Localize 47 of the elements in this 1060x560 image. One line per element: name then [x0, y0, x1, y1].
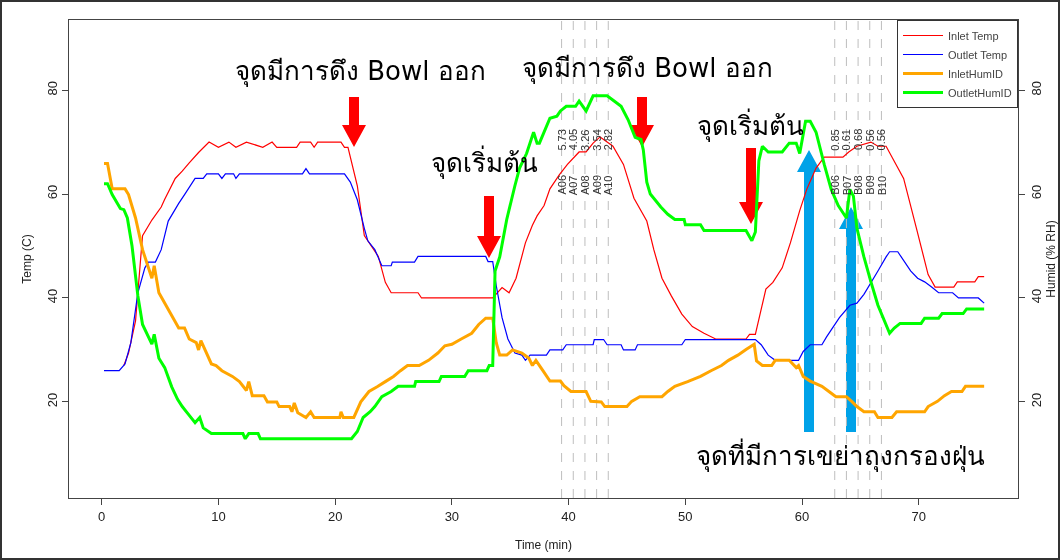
ref-line-label: B10 — [875, 175, 888, 196]
annotation: จุดมีการดึง Bowl ออก — [235, 56, 486, 87]
legend-label: OutletHumID — [948, 86, 1012, 99]
x-tick-label: 10 — [211, 508, 226, 524]
x-tick-label: 40 — [561, 508, 576, 524]
x-tick-label: 70 — [911, 508, 927, 524]
annotation: 5.73 — [555, 129, 568, 151]
y-tick-label: 40 — [44, 288, 60, 304]
x-tick-label: 0 — [98, 508, 106, 524]
y-axis-title: Temp (C) — [20, 234, 35, 284]
y2-axis-title: Humid (% RH) — [1044, 220, 1058, 298]
annotation: 3.26 — [578, 129, 591, 151]
annotation: 0.61 — [840, 129, 853, 151]
x-tick-label: 50 — [678, 508, 693, 524]
y2-tick-label: 20 — [1028, 392, 1044, 408]
ref-line-label: A06 — [555, 174, 568, 195]
legend-label: Outlet Temp — [948, 48, 1008, 61]
annotation: จุดมีการดึง Bowl ออก — [522, 53, 773, 84]
ref-line-label: B06 — [828, 175, 841, 195]
ref-line-label: A08 — [579, 175, 592, 195]
y-tick-label: 80 — [44, 80, 60, 96]
annotation: 2.82 — [602, 128, 615, 151]
x-tick-label: 30 — [444, 508, 460, 524]
ref-line-label: A09 — [590, 174, 603, 195]
annotation: จุดเริ่มต้น — [697, 108, 804, 142]
ref-line-label: A10 — [602, 175, 615, 196]
y2-tick-label: 80 — [1028, 80, 1044, 96]
ref-line-label: B08 — [852, 175, 865, 195]
annotation: จุดที่มีการเขย่าถุงกรองฝุ่น — [696, 438, 985, 472]
legend-label: Inlet Temp — [948, 29, 999, 42]
ref-line-label: B09 — [863, 175, 876, 195]
x-axis-title: Time (min) — [515, 538, 572, 553]
x-tick-label: 60 — [794, 508, 810, 524]
ref-line-label: B07 — [840, 175, 853, 196]
y2-tick-label: 40 — [1028, 288, 1044, 304]
y-tick-label: 60 — [44, 184, 60, 200]
annotation: 0.56 — [863, 129, 876, 151]
annotation: 0.68 — [852, 128, 865, 151]
annotation: 3.54 — [590, 129, 603, 151]
annotation: 4.05 — [567, 128, 580, 151]
y-tick-label: 20 — [44, 392, 60, 408]
annotation: 0.85 — [828, 129, 841, 151]
y2-tick-label: 60 — [1028, 184, 1044, 200]
ref-line-label: A07 — [567, 175, 580, 196]
legend-label: InletHumID — [948, 67, 1004, 80]
x-tick-label: 20 — [327, 508, 343, 524]
annotation: 0.56 — [875, 129, 888, 151]
